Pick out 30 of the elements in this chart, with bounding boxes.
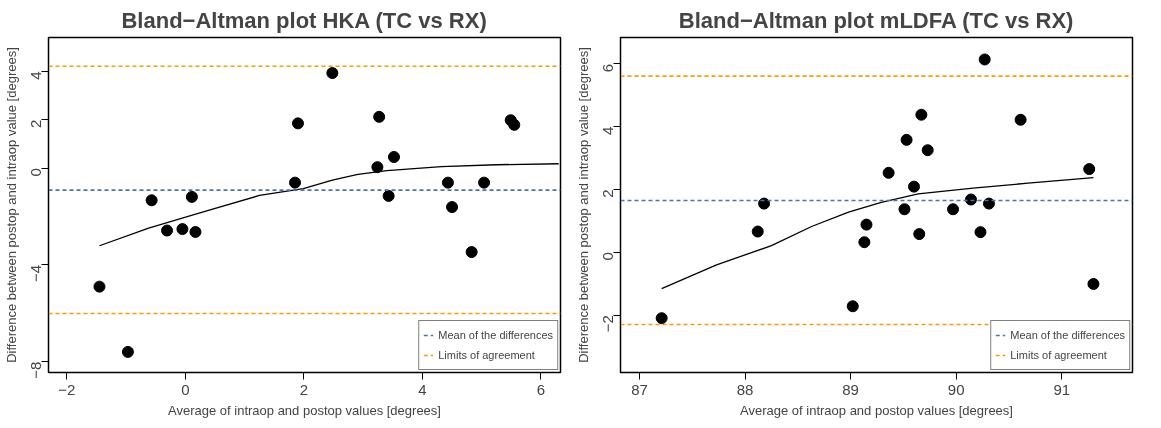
y-tick-label: −2 xyxy=(599,315,617,333)
y-axis-title: Difference between postop and intraop value [degrees] xyxy=(575,47,591,363)
y-tick-label: 2 xyxy=(599,189,617,198)
y-tick-label: 4 xyxy=(599,126,617,136)
x-tick-label: −2 xyxy=(58,380,76,398)
x-tick-label: 0 xyxy=(181,380,190,398)
legend-label: Limits of agreement xyxy=(1010,349,1107,361)
x-tick-label: 4 xyxy=(418,380,427,398)
x-tick-label: 90 xyxy=(947,380,965,398)
chart-title: Bland−Altman plot mLDFA (TC vs RX) xyxy=(678,7,1074,33)
legend-label: Mean of the differences xyxy=(438,329,553,341)
legend-label: Limits of agreement xyxy=(438,349,535,361)
x-tick-label: 89 xyxy=(842,380,859,398)
y-tick-label: 4 xyxy=(27,71,45,80)
x-tick-label: 6 xyxy=(536,380,546,398)
x-tick-label: 88 xyxy=(736,380,754,398)
y-tick-label: 2 xyxy=(27,119,45,129)
x-tick-label: 87 xyxy=(631,380,648,398)
y-axis-title: Difference between postop and intraop value [degrees] xyxy=(3,47,19,363)
y-tick-label: −4 xyxy=(27,264,45,282)
x-tick-label: 91 xyxy=(1053,380,1071,398)
y-tick-label: 6 xyxy=(599,63,617,73)
x-axis-title: Average of intraop and postop values [degrees] xyxy=(740,402,1013,418)
y-tick-label: −8 xyxy=(27,361,45,379)
x-axis-title: Average of intraop and postop values [degrees] xyxy=(168,402,441,418)
y-tick-label: 0 xyxy=(599,252,617,261)
x-tick-label: 2 xyxy=(299,380,309,398)
chart-title: Bland−Altman plot HKA (TC vs RX) xyxy=(121,7,487,33)
y-tick-label: 0 xyxy=(27,168,45,177)
legend-label: Mean of the differences xyxy=(1010,329,1125,341)
